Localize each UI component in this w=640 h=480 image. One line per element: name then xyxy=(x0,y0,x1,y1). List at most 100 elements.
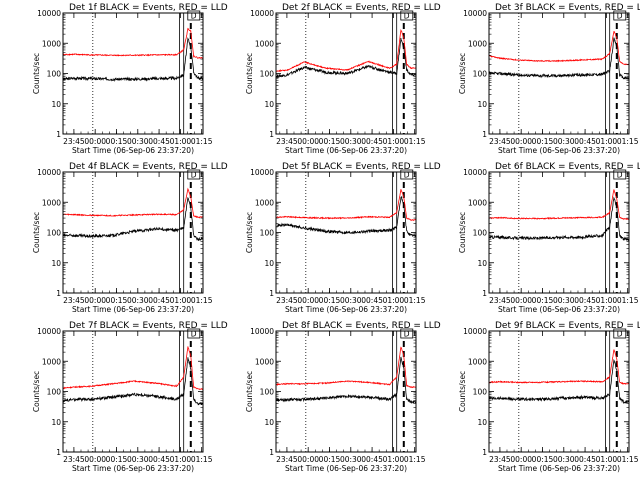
flag-marker-label: D xyxy=(617,171,623,180)
x-tick-label: 00:30 xyxy=(127,296,149,305)
y-axis-label: Counts/sec xyxy=(32,371,41,412)
y-axis-label: Counts/sec xyxy=(458,53,467,94)
y-tick-label: 10000 xyxy=(250,327,274,336)
events-series-line xyxy=(488,37,630,80)
events-series-line xyxy=(275,356,417,404)
y-tick-label: 1000 xyxy=(42,198,61,207)
y-tick-label: 100 xyxy=(473,388,488,397)
y-tick-label: 1000 xyxy=(468,198,487,207)
x-tick-label: 23:45 xyxy=(276,137,298,146)
y-tick-label: 1000 xyxy=(42,39,61,48)
y-tick-label: 10 xyxy=(264,259,274,268)
flag-marker-box xyxy=(613,169,627,180)
x-axis-label: Start Time (06-Sep-06 23:37:20) xyxy=(285,305,407,314)
x-tick-label: 01:15 xyxy=(617,455,639,464)
y-tick-label: 100 xyxy=(47,229,62,238)
x-axis-label: Start Time (06-Sep-06 23:37:20) xyxy=(285,146,407,155)
x-tick-label: 23:45 xyxy=(489,137,511,146)
x-axis-label: Start Time (06-Sep-06 23:37:20) xyxy=(72,146,194,155)
panel-title: Det 5f BLACK = Events, RED = LLD xyxy=(282,162,441,172)
y-axis-label: Counts/sec xyxy=(458,371,467,412)
flag-marker-label: D xyxy=(617,12,623,21)
y-tick-label: 100 xyxy=(47,388,62,397)
events-series-line xyxy=(62,196,204,241)
y-tick-label: 100 xyxy=(473,229,488,238)
y-axis-label: Counts/sec xyxy=(458,212,467,253)
panel-title: Det 9f BLACK = Events, RED = LLD xyxy=(495,321,640,331)
x-tick-label: 01:00 xyxy=(170,455,192,464)
x-tick-label: 01:15 xyxy=(617,137,639,146)
flag-marker-label: D xyxy=(617,330,623,339)
x-tick-label: 01:00 xyxy=(383,296,405,305)
y-axis-label: Counts/sec xyxy=(245,212,254,253)
y-tick-label: 10000 xyxy=(250,9,274,18)
x-tick-label: 01:00 xyxy=(596,455,618,464)
y-tick-label: 1000 xyxy=(42,357,61,366)
x-tick-label: 00:15 xyxy=(319,296,341,305)
y-tick-label: 1 xyxy=(56,289,61,298)
x-tick-label: 00:30 xyxy=(553,296,575,305)
lld-series-line xyxy=(488,31,629,66)
x-tick-label: 23:45 xyxy=(276,455,298,464)
flag-marker-label: D xyxy=(191,330,197,339)
y-tick-label: 10000 xyxy=(463,168,487,177)
events-series-line xyxy=(62,37,203,83)
x-tick-label: 00:45 xyxy=(574,296,596,305)
x-tick-label: 00:30 xyxy=(553,455,575,464)
x-tick-label: 23:45 xyxy=(489,296,511,305)
x-axis-label: Start Time (06-Sep-06 23:37:20) xyxy=(498,464,620,473)
x-tick-label: 01:15 xyxy=(191,137,213,146)
flag-marker-label: D xyxy=(404,330,410,339)
x-tick-label: 01:15 xyxy=(191,455,213,464)
flag-marker-label: D xyxy=(191,171,197,180)
x-tick-label: 00:30 xyxy=(340,296,362,305)
x-tick-label: 23:45 xyxy=(489,455,511,464)
events-series-line xyxy=(275,195,417,237)
y-tick-label: 10000 xyxy=(463,9,487,18)
y-tick-label: 100 xyxy=(473,70,488,79)
lld-series-line xyxy=(276,189,416,222)
panel-title: Det 6f BLACK = Events, RED = LLD xyxy=(495,162,640,172)
lld-series-line xyxy=(488,189,630,221)
y-tick-label: 10000 xyxy=(37,168,61,177)
x-tick-label: 00:45 xyxy=(148,455,170,464)
y-tick-label: 1 xyxy=(56,130,61,139)
x-tick-label: 00:15 xyxy=(532,137,554,146)
x-tick-label: 00:30 xyxy=(127,455,149,464)
flag-marker-box xyxy=(187,328,201,339)
x-tick-label: 01:15 xyxy=(404,296,426,305)
y-tick-label: 100 xyxy=(47,70,62,79)
x-tick-label: 00:45 xyxy=(361,296,383,305)
x-tick-label: 00:00 xyxy=(84,137,106,146)
plot-frame xyxy=(488,330,630,453)
x-axis-label: Start Time (06-Sep-06 23:37:20) xyxy=(498,305,620,314)
x-tick-label: 00:15 xyxy=(106,455,128,464)
x-tick-label: 00:45 xyxy=(148,296,170,305)
x-tick-label: 00:45 xyxy=(574,455,596,464)
x-tick-label: 01:00 xyxy=(383,455,405,464)
x-tick-label: 00:45 xyxy=(361,137,383,146)
panel-title: Det 8f BLACK = Events, RED = LLD xyxy=(282,321,441,331)
y-tick-label: 1 xyxy=(56,448,61,457)
x-tick-label: 01:15 xyxy=(617,296,639,305)
x-tick-label: 00:15 xyxy=(532,296,554,305)
x-axis-label: Start Time (06-Sep-06 23:37:20) xyxy=(285,464,407,473)
panel-title: Det 2f BLACK = Events, RED = LLD xyxy=(282,3,441,13)
y-tick-label: 1000 xyxy=(468,357,487,366)
x-tick-label: 00:45 xyxy=(574,137,596,146)
x-tick-label: 00:15 xyxy=(319,455,341,464)
flag-marker-box xyxy=(613,328,627,339)
y-tick-label: 10 xyxy=(477,418,487,427)
flag-marker-box xyxy=(400,328,414,339)
panel-title: Det 1f BLACK = Events, RED = LLD xyxy=(69,3,228,13)
y-tick-label: 10 xyxy=(51,259,61,268)
x-tick-label: 01:00 xyxy=(383,137,405,146)
panel-title: Det 3f BLACK = Events, RED = LLD xyxy=(495,3,640,13)
y-tick-label: 10 xyxy=(51,100,61,109)
x-tick-label: 00:30 xyxy=(553,137,575,146)
